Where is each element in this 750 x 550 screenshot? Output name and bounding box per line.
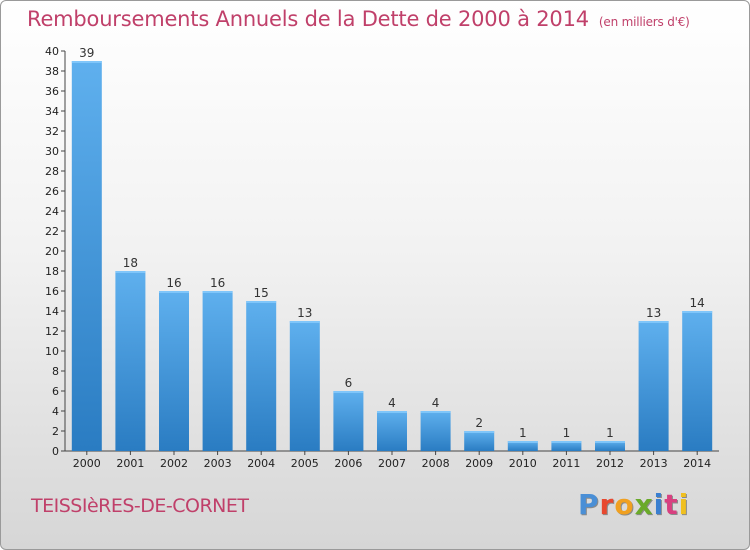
y-tick-label: 26	[45, 185, 59, 198]
bar-2014	[682, 311, 713, 451]
y-tick-label: 40	[45, 45, 59, 58]
x-tick-label: 2010	[509, 457, 537, 470]
logo-letter: t	[664, 488, 679, 521]
y-tick-label: 36	[45, 85, 59, 98]
bar-value-label: 13	[297, 306, 312, 320]
bar-2007	[377, 411, 407, 451]
chart-title: Remboursements Annuels de la Dette de 20…	[27, 7, 690, 31]
bar-value-label: 2	[475, 416, 483, 430]
logo-letter: o	[614, 488, 635, 521]
chart-title-text: Remboursements Annuels de la Dette de 20…	[27, 7, 589, 31]
logo-letter: x	[634, 488, 654, 521]
chart-labels: 39 2000 18 2001 16 2002 16 2003 15 2004 13 2005 6 200…	[73, 46, 711, 470]
x-tick-label: 2002	[160, 457, 188, 470]
bar-2000	[71, 61, 102, 451]
bar-2002	[159, 291, 189, 451]
y-tick-label: 32	[45, 125, 59, 138]
y-tick-label: 34	[45, 105, 59, 118]
chart-bars	[71, 61, 713, 451]
x-tick-label: 2012	[596, 457, 624, 470]
y-tick-label: 28	[45, 165, 59, 178]
x-tick-label: 2004	[247, 457, 275, 470]
bar-highlight	[159, 291, 189, 293]
bar-value-label: 4	[432, 396, 440, 410]
bar-2004	[246, 301, 277, 451]
y-tick-label: 16	[45, 285, 59, 298]
bar-highlight	[551, 441, 582, 443]
logo-letter: i	[653, 488, 665, 521]
bar-value-label: 39	[79, 46, 94, 60]
x-tick-label: 2013	[640, 457, 668, 470]
y-tick-label: 8	[52, 365, 59, 378]
bar-highlight	[71, 61, 102, 63]
y-tick-label: 14	[45, 305, 59, 318]
y-tick-label: 4	[52, 405, 59, 418]
bar-2001	[115, 271, 146, 451]
bar-2010	[507, 441, 538, 451]
x-tick-label: 2007	[378, 457, 406, 470]
y-tick-label: 24	[45, 205, 59, 218]
bar-value-label: 6	[345, 376, 353, 390]
proxiti-logo: Proxiti	[578, 488, 689, 521]
y-tick-label: 20	[45, 245, 59, 258]
bar-value-label: 1	[563, 426, 571, 440]
y-tick-label: 0	[52, 445, 59, 458]
bar-highlight	[420, 411, 451, 413]
y-tick-label: 30	[45, 145, 59, 158]
bar-2006	[333, 391, 364, 451]
bar-2005	[289, 321, 320, 451]
bar-highlight	[464, 431, 495, 433]
y-tick-label: 38	[45, 65, 59, 78]
bar-value-label: 15	[254, 286, 269, 300]
bar-2012	[595, 441, 625, 451]
bar-highlight	[507, 441, 538, 443]
y-tick-label: 22	[45, 225, 59, 238]
x-tick-label: 2009	[465, 457, 493, 470]
x-tick-label: 2001	[116, 457, 144, 470]
bar-highlight	[682, 311, 713, 313]
bar-2008	[420, 411, 451, 451]
bar-value-label: 16	[166, 276, 181, 290]
logo-letter: P	[578, 488, 600, 521]
x-tick-label: 2011	[552, 457, 580, 470]
logo-letter: r	[599, 488, 615, 521]
y-tick-label: 10	[45, 345, 59, 358]
bar-2003	[202, 291, 233, 451]
y-tick-label: 18	[45, 265, 59, 278]
bar-highlight	[377, 411, 407, 413]
bar-2011	[551, 441, 582, 451]
bar-highlight	[202, 291, 233, 293]
bar-2009	[464, 431, 495, 451]
bar-value-label: 1	[519, 426, 527, 440]
bar-value-label: 14	[690, 296, 705, 310]
bar-highlight	[595, 441, 625, 443]
x-tick-label: 2008	[422, 457, 450, 470]
bar-highlight	[638, 321, 669, 323]
x-tick-label: 2014	[683, 457, 711, 470]
y-tick-label: 6	[52, 385, 59, 398]
commune-name: TEISSIèRES-DE-CORNET	[31, 495, 249, 517]
logo-letter: i	[678, 488, 690, 521]
bar-value-label: 16	[210, 276, 225, 290]
bar-value-label: 1	[606, 426, 614, 440]
chart-subtitle: (en milliers d'€)	[598, 15, 690, 29]
bar-highlight	[246, 301, 277, 303]
bar-highlight	[333, 391, 364, 393]
y-tick-label: 12	[45, 325, 59, 338]
x-tick-label: 2005	[291, 457, 319, 470]
x-tick-label: 2006	[334, 457, 362, 470]
bar-2013	[638, 321, 669, 451]
y-tick-label: 2	[52, 425, 59, 438]
bar-value-label: 18	[123, 256, 138, 270]
bar-value-label: 4	[388, 396, 396, 410]
bar-highlight	[289, 321, 320, 323]
bar-value-label: 13	[646, 306, 661, 320]
bar-highlight	[115, 271, 146, 273]
x-tick-label: 2000	[73, 457, 101, 470]
x-tick-label: 2003	[204, 457, 232, 470]
